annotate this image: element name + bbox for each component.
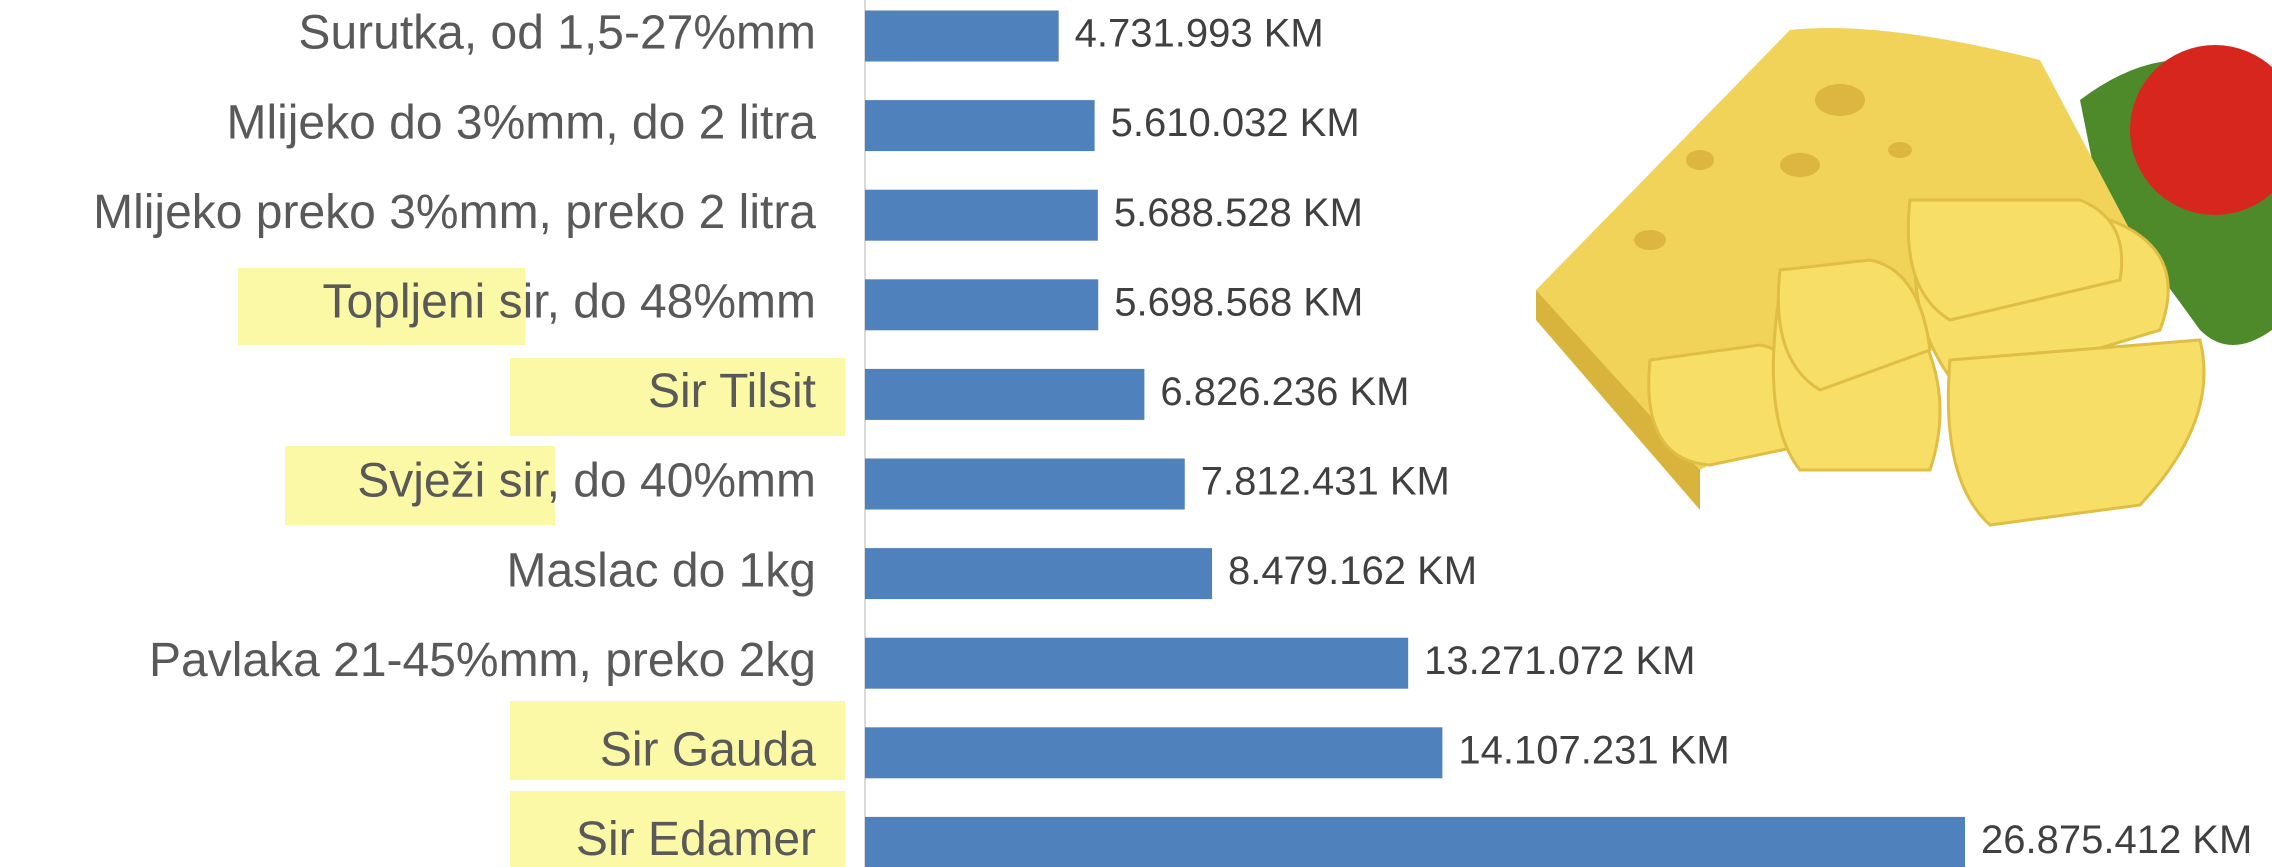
value-label: 6.826.236 KM <box>1160 370 1409 414</box>
category-label: Topljeni sir, do 48%mm <box>322 275 816 328</box>
value-label: 4.731.993 KM <box>1075 12 1324 56</box>
bar <box>865 459 1185 510</box>
value-label: 5.698.568 KM <box>1114 280 1363 324</box>
category-label: Mlijeko preko 3%mm, preko 2 litra <box>93 186 816 239</box>
value-label: 5.688.528 KM <box>1114 191 1363 235</box>
category-label: Surutka, od 1,5-27%mm <box>298 7 816 60</box>
chart: Surutka, od 1,5-27%mm 4.731.993 KM Mlijeko… <box>0 0 2272 867</box>
bar <box>865 638 1408 689</box>
value-label: 14.107.231 KM <box>1458 728 1729 772</box>
category-label: Sir Edamer <box>576 813 816 866</box>
category-label: Svježi sir, do 40%mm <box>357 455 816 508</box>
value-label: 5.610.032 KM <box>1111 101 1360 145</box>
category-label: Sir Tilsit <box>648 365 816 418</box>
bar <box>865 279 1098 330</box>
value-label: 8.479.162 KM <box>1228 549 1477 593</box>
category-label: Maslac do 1kg <box>507 544 817 597</box>
bar <box>865 817 1965 867</box>
value-label: 7.812.431 KM <box>1201 460 1450 504</box>
bar <box>865 548 1212 599</box>
bar <box>865 11 1059 62</box>
bar <box>865 369 1144 420</box>
page: {"chart_data": {"type": "bar", "orientat… <box>0 0 2272 867</box>
bar <box>865 100 1095 151</box>
category-label: Sir Gauda <box>600 723 816 776</box>
value-label: 13.271.072 KM <box>1424 639 1695 683</box>
value-label: 26.875.412 KM <box>1981 818 2252 862</box>
category-label: Mlijeko do 3%mm, do 2 litra <box>226 96 816 149</box>
category-label: Pavlaka 21-45%mm, preko 2kg <box>149 634 816 687</box>
bar <box>865 727 1442 778</box>
bar <box>865 190 1098 241</box>
cheese-illustration <box>1536 28 2272 525</box>
